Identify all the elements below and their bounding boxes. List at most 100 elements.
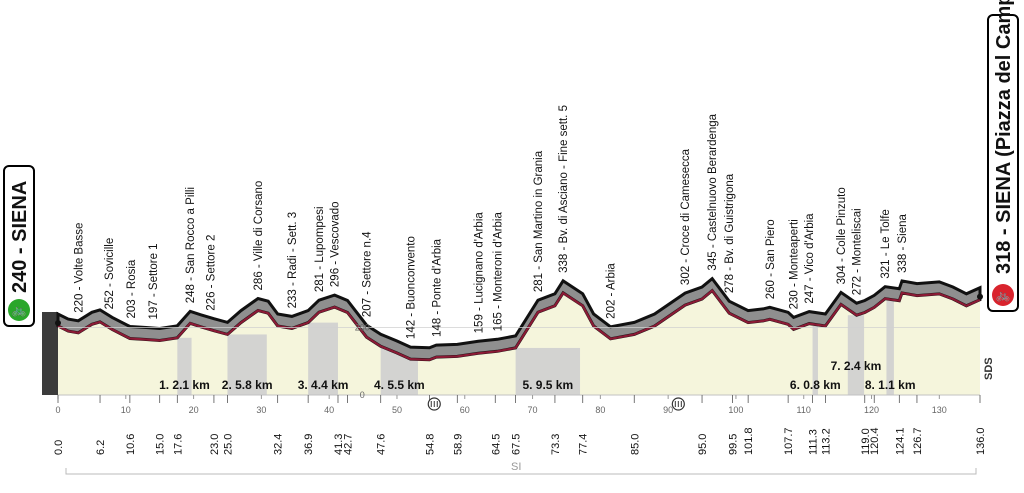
km-tick-label: 40	[324, 405, 334, 415]
distance-label: 25.0	[222, 434, 234, 455]
km-tick-label: 100	[728, 405, 743, 415]
sector-band	[847, 315, 865, 395]
km-tick-label: 50	[392, 405, 402, 415]
sector-label: 4. 5.5 km	[374, 378, 425, 392]
waypoint-label: 281 - Lupompesi	[314, 206, 326, 292]
sector-label: 6. 0.8 km	[790, 378, 841, 392]
distance-label: 85.0	[629, 434, 641, 455]
start-badge-text: 240 - SIENA	[9, 180, 31, 293]
distance-label: 10.6	[125, 434, 137, 455]
segment-label: SI	[511, 461, 522, 473]
waypoint-label: 281 - San Martino in Grania	[533, 150, 545, 292]
sector-band	[308, 322, 338, 395]
cyclist-icon: 🚲	[8, 299, 30, 321]
feed-zone-icon	[671, 397, 685, 411]
waypoint-label: 207 - Settore n.4	[361, 231, 373, 317]
waypoint-label: 252 - Sovicille	[104, 238, 116, 310]
waypoint-label: 345 - Castelnuovo Berardenga	[707, 113, 719, 270]
distance-label: 47.6	[376, 434, 388, 455]
km-tick-label: 120	[864, 405, 879, 415]
distance-label: 54.8	[425, 434, 437, 455]
km-tick-label: 20	[189, 405, 199, 415]
waypoint-label: 272 - Monteliscai	[852, 208, 864, 295]
start-badge: 🚲 240 - SIENA	[3, 165, 35, 327]
waypoint-label: 338 - Siena	[897, 214, 909, 273]
start-wall	[42, 312, 58, 395]
distance-label: 136.0	[975, 427, 987, 455]
finish-dot	[977, 293, 983, 300]
waypoint-label: 286 - Ville di Corsano	[253, 181, 265, 291]
distance-label: 58.9	[452, 434, 464, 455]
distance-label: 113.2	[820, 428, 832, 455]
waypoint-label: 338 - Bv. di Asciano - Fine sett. 5	[558, 105, 570, 273]
distance-label: 67.5	[511, 434, 523, 455]
waypoint-label: 247 - Vico d'Arbia	[804, 213, 816, 304]
distance-label: 6.2	[95, 440, 107, 455]
distance-label: 124.1	[894, 427, 906, 455]
waypoint-label: 203 - Rosia	[126, 259, 138, 318]
waypoint-label: 248 - San Rocco a Pilli	[185, 187, 197, 303]
sector-band	[886, 300, 894, 395]
distance-label: 95.0	[697, 434, 709, 455]
sector-label: 8. 1.1 km	[865, 378, 916, 392]
waypoint-label: 260 - San Piero	[765, 219, 777, 299]
waypoint-label: 142 - Buonconvento	[406, 236, 418, 339]
start-dot	[55, 320, 61, 326]
distance-label: 73.3	[550, 434, 562, 455]
waypoint-label: 202 - Arbia	[606, 263, 618, 319]
waypoint-label: 302 - Croce di Camesecca	[680, 148, 692, 285]
km-tick-label: 70	[528, 405, 538, 415]
km-tick-label: 10	[121, 405, 131, 415]
distance-label: 107.7	[783, 427, 795, 455]
distance-label: 23.0	[209, 434, 221, 455]
waypoint-label: 220 - Volte Basse	[73, 223, 85, 313]
km-tick-label: 30	[256, 405, 266, 415]
sector-band	[812, 326, 818, 395]
km-tick-label: 90	[663, 405, 673, 415]
waypoint-label: 233 - Radi - Sett. 3	[287, 212, 299, 309]
km-tick-label: 110	[797, 405, 811, 415]
distance-label: 99.5	[728, 434, 740, 455]
waypoint-label: 226 - Settore 2	[206, 235, 218, 311]
km-tick-label: 80	[595, 405, 605, 415]
distance-label: 120.4	[869, 427, 881, 455]
sector-label: 7. 2.4 km	[831, 359, 882, 373]
distance-label: 0.0	[53, 440, 65, 455]
sector-band	[515, 347, 581, 395]
finish-badge-text: 318 - SIENA (Piazza del Campo)	[993, 0, 1015, 274]
sector-band	[227, 334, 267, 395]
feed-zone-icon	[427, 397, 441, 411]
distance-label: 15.0	[155, 434, 167, 455]
sector-label: 5. 9.5 km	[522, 378, 573, 392]
waypoint-label: 304 - Colle Pinzuto	[836, 187, 848, 284]
sector-band	[177, 337, 192, 395]
distance-label: 32.4	[273, 434, 285, 455]
distance-label: 101.8	[743, 427, 755, 455]
distance-label: 36.9	[303, 434, 315, 455]
km-tick-label: 60	[460, 405, 470, 415]
waypoint-label: 165 - Monteroni d'Arbia	[492, 212, 504, 332]
distance-label: 42.7	[342, 434, 354, 455]
waypoint-label: 230 - Monteaperti	[789, 219, 801, 309]
sector-label: 1. 2.1 km	[159, 378, 210, 392]
distance-label: 64.5	[490, 434, 502, 455]
road-line	[57, 289, 981, 361]
sector-label: 2. 5.8 km	[222, 378, 273, 392]
distance-label: 17.6	[172, 434, 184, 455]
waypoint-label: 159 - Lucignano d'Arbia	[473, 212, 485, 334]
elevation-tick-label: 0	[360, 390, 365, 400]
waypoint-label: 296 - Vescovado	[330, 201, 342, 287]
cyclist-icon: 🚲	[992, 284, 1014, 306]
km-tick-label: 130	[932, 405, 947, 415]
distance-label: 77.4	[578, 434, 590, 455]
km-tick-label: 0	[55, 405, 60, 415]
distance-label: 126.7	[912, 427, 924, 455]
distance-label: 119.0	[860, 428, 872, 455]
sector-label: 3. 4.4 km	[298, 378, 349, 392]
waypoint-label: 321 - Le Tolfe	[880, 209, 892, 278]
distance-label: 41.3	[333, 434, 345, 455]
race-logo: SDS	[983, 357, 995, 380]
elevation-tick-label: 200	[355, 323, 370, 333]
waypoint-label: 278 - Bv. di Guistrigona	[724, 173, 736, 293]
waypoint-label: 148 - Ponte d'Arbia	[431, 238, 443, 337]
